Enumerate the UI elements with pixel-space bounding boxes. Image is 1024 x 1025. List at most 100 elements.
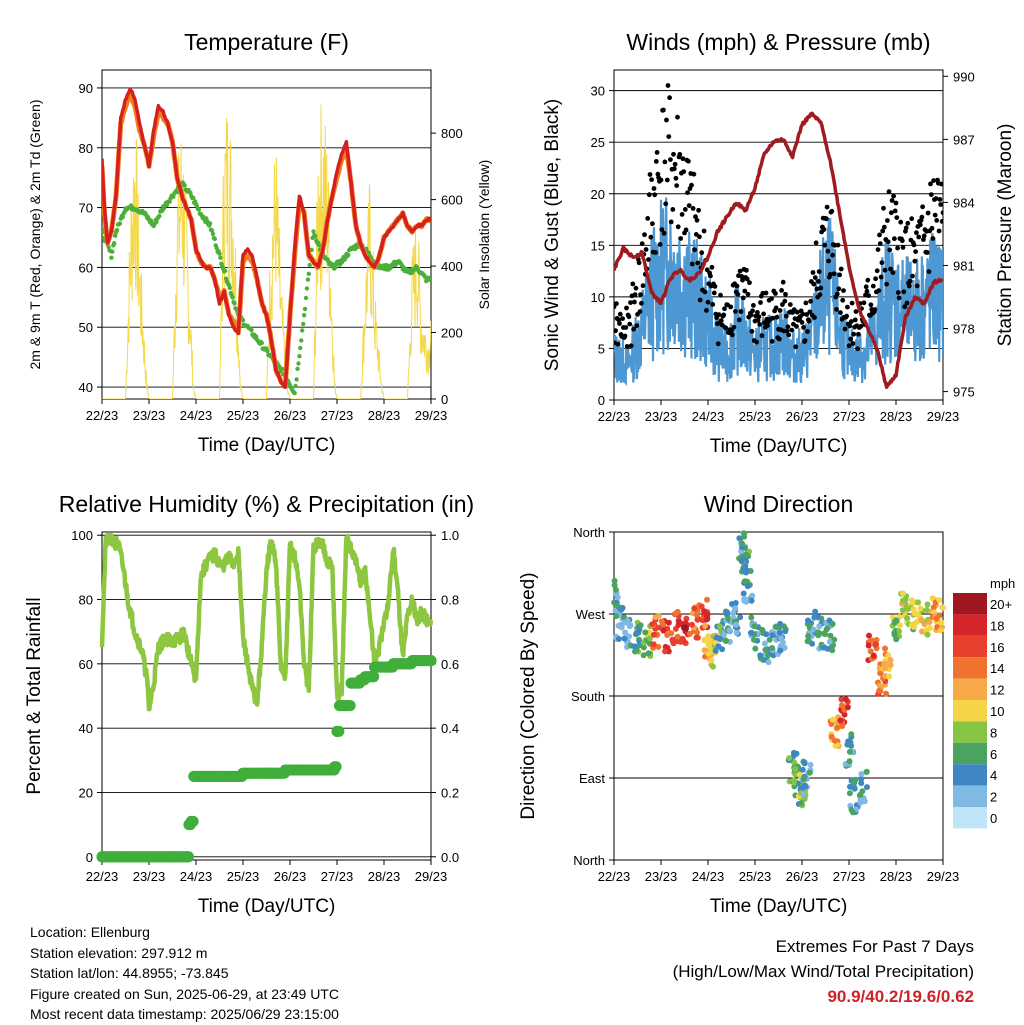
- direction-point: [814, 629, 821, 636]
- x-tick-label: 28/23: [368, 408, 401, 423]
- direction-point: [857, 791, 864, 798]
- gust-point: [773, 305, 779, 311]
- direction-point: [786, 755, 793, 762]
- direction-point: [765, 659, 772, 666]
- direction-point: [936, 597, 943, 603]
- dewpoint-point: [303, 295, 309, 301]
- y2-tick-label: 0.8: [441, 593, 459, 608]
- direction-point: [923, 607, 930, 613]
- dewpoint-point: [218, 255, 223, 260]
- y-tick-label: North: [573, 525, 605, 540]
- plot-frame: [101, 531, 432, 861]
- direction-point: [652, 614, 659, 621]
- gust-point: [745, 291, 751, 297]
- gust-point: [899, 238, 905, 244]
- precipitation-point: [185, 815, 197, 827]
- gust-point: [680, 156, 686, 162]
- gust-point: [702, 289, 708, 295]
- gust-point: [665, 83, 671, 88]
- direction-point: [887, 657, 894, 663]
- gust-point: [664, 117, 669, 123]
- x-tick-label: 22/23: [86, 408, 119, 423]
- direction-point: [698, 603, 705, 610]
- direction-point: [757, 652, 764, 659]
- gust-point: [631, 326, 636, 332]
- direction-point: [883, 690, 890, 697]
- y-axis-title: Sonic Wind & Gust (Blue, Black): [542, 99, 563, 371]
- gust-point: [668, 157, 673, 163]
- gust-point: [785, 324, 791, 330]
- gust-point: [827, 272, 833, 277]
- gust-point: [845, 304, 850, 310]
- gust-point: [813, 240, 819, 246]
- gust-point: [939, 181, 943, 187]
- gust-point: [913, 249, 918, 255]
- dewpoint-point: [302, 306, 308, 312]
- direction-point: [924, 631, 931, 638]
- gust-point: [777, 308, 783, 313]
- gust-point: [667, 95, 672, 101]
- gust-point: [738, 309, 744, 314]
- dewpoint-point: [294, 377, 299, 382]
- dewpoint-point: [296, 361, 301, 366]
- direction-point: [915, 599, 922, 606]
- gust-point: [830, 252, 835, 258]
- gust-point: [878, 274, 884, 280]
- direction-point: [611, 582, 618, 589]
- gust-point: [868, 302, 874, 308]
- x-tick-label: 29/23: [415, 408, 448, 423]
- direction-point: [887, 662, 894, 668]
- y2-tick-label: 984: [953, 195, 975, 210]
- direction-point: [802, 783, 809, 790]
- direction-point: [646, 635, 653, 642]
- gust-point: [887, 247, 893, 253]
- gust-point: [705, 299, 711, 305]
- gust-point: [694, 217, 700, 223]
- gust-point: [844, 313, 849, 319]
- gust-point: [856, 331, 861, 337]
- direction-point: [637, 622, 644, 629]
- precipitation-point: [359, 671, 371, 683]
- direction-point: [790, 749, 797, 756]
- gust-point: [824, 204, 830, 210]
- gust-point: [653, 159, 659, 164]
- y-tick-label: 60: [79, 657, 93, 672]
- dewpoint-point: [254, 334, 259, 339]
- y-tick-label: 25: [591, 135, 605, 150]
- direction-point: [704, 596, 710, 603]
- dewpoint-point: [196, 207, 201, 212]
- direction-point: [716, 623, 723, 630]
- chart-title: Relative Humidity (%) & Precipitation (i…: [59, 491, 474, 517]
- legend-swatch: [953, 721, 987, 743]
- gust-point: [851, 331, 857, 337]
- gust-point: [800, 311, 806, 317]
- gust-point: [728, 304, 734, 310]
- precipitation-point: [188, 770, 200, 782]
- gust-point: [653, 250, 658, 255]
- gust-point: [765, 323, 770, 328]
- x-tick-label: 27/23: [833, 869, 866, 884]
- direction-point: [886, 673, 893, 680]
- gust-point: [817, 292, 823, 298]
- gust-point: [731, 324, 737, 330]
- legend-swatch: [953, 700, 987, 722]
- direction-point: [725, 615, 732, 622]
- legend-label: 2: [990, 790, 997, 805]
- direction-point: [777, 647, 784, 654]
- direction-point: [712, 648, 719, 654]
- gust-point: [715, 341, 721, 347]
- direction-point: [694, 629, 701, 636]
- precipitation-point: [181, 851, 193, 863]
- gust-point: [789, 327, 795, 333]
- gust-point: [614, 301, 619, 306]
- gust-point: [736, 317, 742, 323]
- direction-point: [904, 615, 911, 622]
- gust-point: [774, 314, 780, 320]
- direction-point: [704, 616, 711, 623]
- x-tick-label: 24/23: [692, 869, 725, 884]
- gust-point: [659, 227, 665, 233]
- gust-point: [895, 245, 900, 251]
- direction-point: [777, 620, 784, 627]
- direction-point: [848, 731, 855, 738]
- direction-point: [668, 630, 675, 637]
